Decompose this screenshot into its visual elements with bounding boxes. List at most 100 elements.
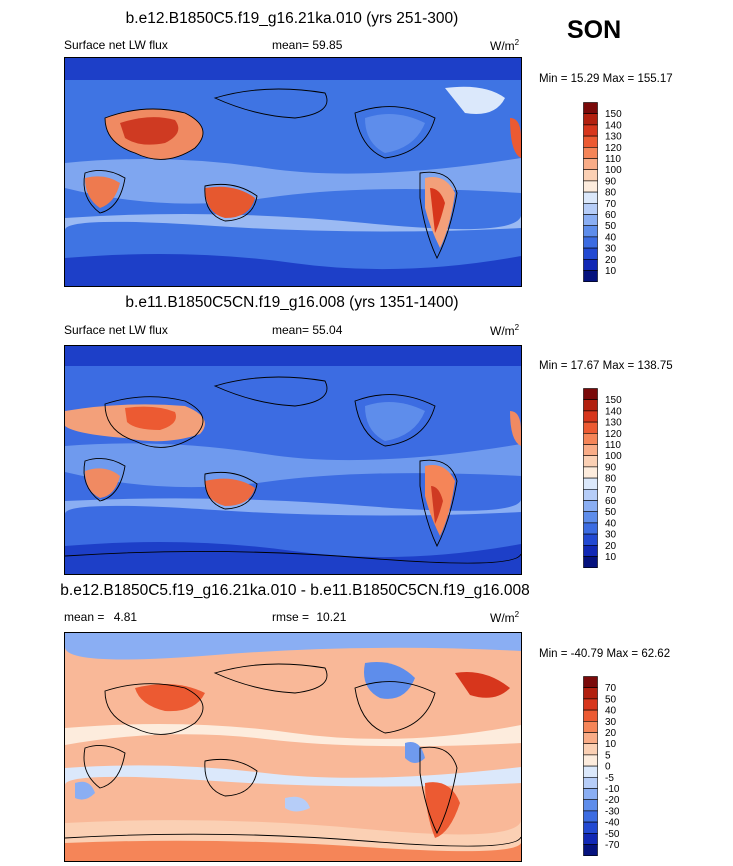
colorbar-box [583, 477, 598, 490]
panel2-mean: mean= 55.04 [272, 323, 342, 337]
panel2-min-label: Min = [539, 360, 568, 372]
panel3-mean: mean = 4.81 [64, 610, 137, 624]
colorbar-box [583, 180, 598, 193]
panel3-map-svg [65, 633, 521, 861]
colorbar-tick-label: 40 [605, 518, 617, 529]
panel2-min-value: 17.67 [570, 360, 600, 372]
colorbar-box [583, 158, 598, 170]
panel2-max-label: Max = [602, 360, 635, 372]
colorbar-box [583, 444, 598, 456]
colorbar-tick-label: 5 [605, 750, 611, 761]
colorbar-box [583, 410, 598, 423]
panel3-map [64, 632, 522, 862]
colorbar-tick-label: 80 [605, 188, 617, 199]
colorbar-box [583, 810, 598, 823]
panel1-max-label: Max = [602, 73, 635, 85]
panel3-rmse: rmse = 10.21 [272, 610, 346, 624]
colorbar-box [583, 191, 598, 204]
colorbar-box [583, 421, 598, 434]
colorbar-tick-label: -40 [605, 818, 620, 829]
colorbar-box [583, 754, 598, 767]
colorbar-box [583, 533, 598, 546]
colorbar-tick-label: 70 [605, 683, 617, 694]
colorbar-tick-label: -50 [605, 829, 620, 840]
panel3-title: b.e12.B1850C5.f19_g16.21ka.010 - b.e11.B… [60, 582, 530, 599]
colorbar-tick-label: -70 [605, 840, 620, 851]
colorbar-box [583, 113, 598, 126]
colorbar-box [583, 236, 598, 249]
colorbar-tick-label: -20 [605, 795, 620, 806]
colorbar-tick-label: 70 [605, 485, 617, 496]
colorbar-tick-label: 140 [605, 120, 622, 131]
colorbar-tick-label: -30 [605, 806, 620, 817]
colorbar-box [583, 687, 598, 700]
colorbar-box [583, 169, 598, 182]
colorbar-box [583, 777, 598, 789]
colorbar-tick-label: 80 [605, 474, 617, 485]
colorbar-tick-label: 130 [605, 418, 622, 429]
panel1-colorbar: 150 140 130 120 110 100 90 80 70 60 50 40 30 20 10 [583, 102, 663, 284]
colorbar-box [583, 799, 598, 812]
panel1-max-value: 155.17 [637, 73, 673, 85]
colorbar-tick-label: 140 [605, 406, 622, 417]
panel3-mean-label: mean = [64, 610, 105, 624]
panel2-title: b.e11.B1850C5CN.f19_g16.008 (yrs 1351-14… [125, 294, 459, 311]
colorbar-box [583, 676, 598, 688]
panel2-max-value: 138.75 [637, 360, 673, 372]
panel1-mean-value: 59.85 [312, 38, 343, 52]
colorbar-tick-label: 30 [605, 244, 617, 255]
colorbar-box [583, 247, 598, 260]
colorbar-box [583, 545, 598, 557]
colorbar-tick-label: 150 [605, 395, 622, 406]
colorbar-box [583, 765, 598, 778]
colorbar-tick-label: 20 [605, 728, 617, 739]
colorbar-tick-label: 110 [605, 440, 621, 451]
colorbar-tick-label: 110 [605, 154, 621, 165]
colorbar-tick-label: 100 [605, 165, 622, 176]
colorbar-tick-label: 90 [605, 462, 617, 473]
panel1-min-value: 15.29 [570, 73, 600, 85]
panel1-units-text: W/m [490, 39, 515, 53]
colorbar-tick-label: 40 [605, 706, 617, 717]
colorbar-box [583, 522, 598, 535]
panel2-map-svg [65, 346, 521, 574]
colorbar-box [583, 556, 598, 568]
panel2-units: W/m2 [490, 323, 519, 338]
colorbar-box [583, 511, 598, 524]
colorbar-tick-label: 0 [605, 762, 611, 773]
panel2-units-text: W/m [490, 324, 515, 338]
colorbar-box [583, 432, 598, 445]
panel1-mean: mean= 59.85 [272, 38, 342, 52]
panel1-minmax: Min = 15.29 Max = 155.17 [539, 73, 673, 85]
panel2-map [64, 345, 522, 575]
colorbar-box [583, 102, 598, 114]
colorbar-box [583, 844, 598, 856]
colorbar-tick-label: 90 [605, 176, 617, 187]
panel3-max-value: 62.62 [641, 648, 671, 660]
colorbar-box [583, 698, 598, 711]
colorbar-box [583, 788, 598, 800]
colorbar-tick-label: 60 [605, 496, 617, 507]
colorbar-box [583, 732, 598, 744]
colorbar-box [583, 124, 598, 137]
colorbar-box [583, 135, 598, 148]
panel3-min-label: Min = [539, 648, 568, 660]
panel2-mean-value: 55.04 [312, 323, 343, 337]
colorbar-tick-label: 30 [605, 717, 617, 728]
panel1-map-svg [65, 58, 521, 286]
colorbar-box [583, 466, 598, 479]
panel3-rmse-value: 10.21 [316, 610, 347, 624]
panel3-units-text: W/m [490, 611, 515, 625]
season-label: SON [567, 16, 622, 44]
panel1-map [64, 57, 522, 287]
panel1-units: W/m2 [490, 38, 519, 53]
colorbar-tick-label: 40 [605, 232, 617, 243]
panel1-title: b.e12.B1850C5.f19_g16.21ka.010 (yrs 251-… [125, 10, 459, 27]
panel3-colorbar: 70 50 40 30 20 10 5 0 -5 -10 -20 -30 -40 -50 -70 [583, 676, 663, 858]
colorbar-box [583, 146, 598, 159]
panel1-units-sup: 2 [514, 38, 520, 47]
colorbar-box [583, 259, 598, 271]
